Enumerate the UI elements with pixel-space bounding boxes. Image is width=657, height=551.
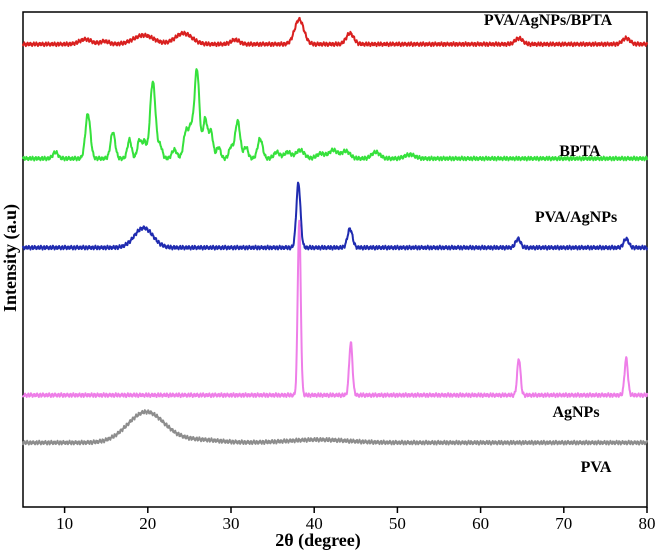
series-label-agnps: AgNPs: [552, 404, 599, 421]
series-label-pva: PVA: [581, 459, 612, 476]
series-line-pva: [22, 409, 648, 446]
x-tick-label-60: 60: [472, 514, 489, 533]
x-tick-label-50: 50: [389, 514, 406, 533]
x-tick-label-30: 30: [223, 514, 240, 533]
plot-frame: [22, 11, 648, 508]
x-axis-ticks: 10 20 30 40 50 60 70 80: [56, 507, 656, 533]
series-label-pva-agnps-bpta: PVA/AgNPs/BPTA: [484, 12, 613, 29]
series-label-pva-agnps: PVA/AgNPs: [535, 209, 617, 226]
series-line-pva-agnps-bpta: [22, 16, 648, 48]
x-tick-label-70: 70: [555, 514, 572, 533]
x-tick-label-20: 20: [139, 514, 156, 533]
series-label-bpta: BPTA: [559, 143, 601, 160]
x-tick-label-80: 80: [639, 514, 656, 533]
series-layer: PVA/AgNPs/BPTA BPTA PVA/AgNPs AgNPs PVA: [22, 12, 648, 476]
series-line-agnps: [22, 219, 648, 399]
x-axis-label: 2θ (degree): [275, 530, 361, 551]
x-tick-label-40: 40: [306, 514, 323, 533]
series-line-bpta: [22, 68, 648, 162]
y-axis-label: Intensity (a.u): [0, 204, 21, 312]
x-tick-label-10: 10: [56, 514, 73, 533]
series-line-pva-agnps: [22, 181, 648, 251]
